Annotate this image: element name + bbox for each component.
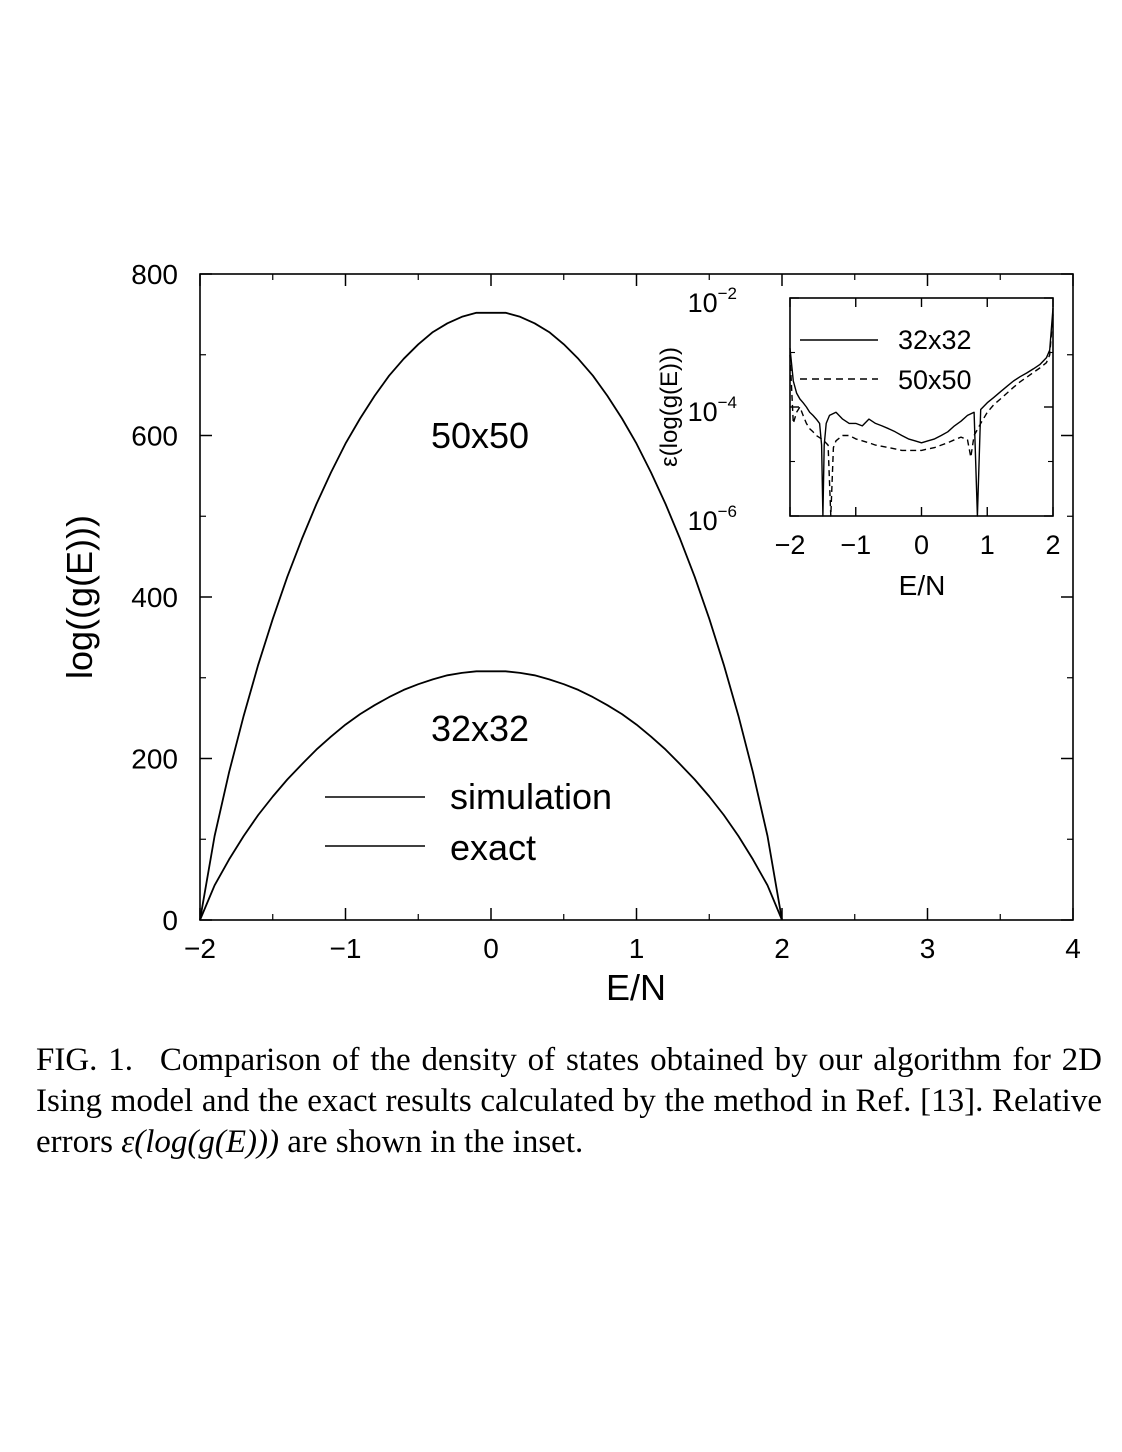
main-legend: simulation exact — [325, 776, 612, 868]
inset-x-tick-label: 0 — [914, 530, 929, 560]
main-series-32x32 — [199, 670, 783, 921]
main-y-tick-label: 200 — [131, 744, 178, 775]
main-series-50x50 — [199, 311, 783, 921]
main-x-tick-label: −2 — [184, 933, 216, 964]
main-y-axis-label: log((g(E))) — [59, 515, 100, 679]
inset-y-tick-exponent: −2 — [718, 284, 737, 303]
main-y-tick-label: 800 — [131, 259, 178, 290]
inset-y-tick-label: 10−6 — [688, 502, 737, 536]
main-x-tick-label: −1 — [330, 933, 362, 964]
annotation-32x32: 32x32 — [431, 708, 529, 749]
caption-symbol: ε(log(g(E))) — [121, 1124, 279, 1160]
main-y-tick-label: 600 — [131, 421, 178, 452]
inset-x-tick-label: −1 — [840, 530, 871, 560]
inset-x-tick-label: 2 — [1045, 530, 1060, 560]
inset-y-tick-label: 10−4 — [688, 393, 737, 427]
inset-legend-label-50x50: 50x50 — [898, 365, 972, 395]
inset-x-tick-label: −2 — [775, 530, 806, 560]
inset-plot: −2 −1 0 1 2 10−6 10−4 10−2 E/N ε(log(g(E))) 32… — [656, 284, 1061, 601]
legend-label-simulation: simulation — [450, 776, 612, 817]
inset-series — [789, 308, 1054, 517]
main-x-tick-label: 4 — [1065, 933, 1081, 964]
annotation-50x50: 50x50 — [431, 415, 529, 456]
inset-x-ticks: −2 −1 0 1 2 — [775, 298, 1061, 560]
main-x-tick-label: 3 — [920, 933, 936, 964]
caption-text-after: are shown in the inset. — [287, 1124, 584, 1160]
caption-text-before: Comparison of the density of states obta… — [36, 1042, 1102, 1160]
inset-series-50x50 — [789, 314, 1054, 517]
main-series — [199, 311, 783, 921]
inset-legend-label-32x32: 32x32 — [898, 325, 972, 355]
main-y-ticks: 0 200 400 600 800 — [131, 259, 1073, 936]
main-x-tick-label: 2 — [774, 933, 790, 964]
inset-y-tick-label: 10−2 — [688, 284, 737, 318]
inset-x-tick-label: 1 — [980, 530, 995, 560]
main-y-tick-label: 400 — [131, 582, 178, 613]
inset-y-tick-exponent: −4 — [718, 393, 737, 412]
main-x-axis-label: E/N — [606, 967, 666, 1008]
inset-x-axis-label: E/N — [899, 570, 946, 601]
inset-legend: 32x32 50x50 — [800, 325, 972, 395]
main-y-tick-label: 0 — [162, 905, 178, 936]
legend-label-exact: exact — [450, 827, 536, 868]
main-x-tick-label: 1 — [629, 933, 645, 964]
inset-plot-bg — [790, 298, 1053, 516]
main-x-tick-label: 0 — [483, 933, 499, 964]
figure-caption: FIG. 1. Comparison of the density of sta… — [36, 1040, 1102, 1163]
inset-y-tick-exponent: −6 — [718, 502, 737, 521]
inset-series-32x32 — [789, 308, 1054, 517]
caption-label: FIG. 1. — [36, 1042, 134, 1078]
main-x-ticks: −2 −1 0 1 2 3 4 — [184, 274, 1081, 964]
inset-y-axis-label: ε(log(g(E))) — [656, 347, 683, 467]
